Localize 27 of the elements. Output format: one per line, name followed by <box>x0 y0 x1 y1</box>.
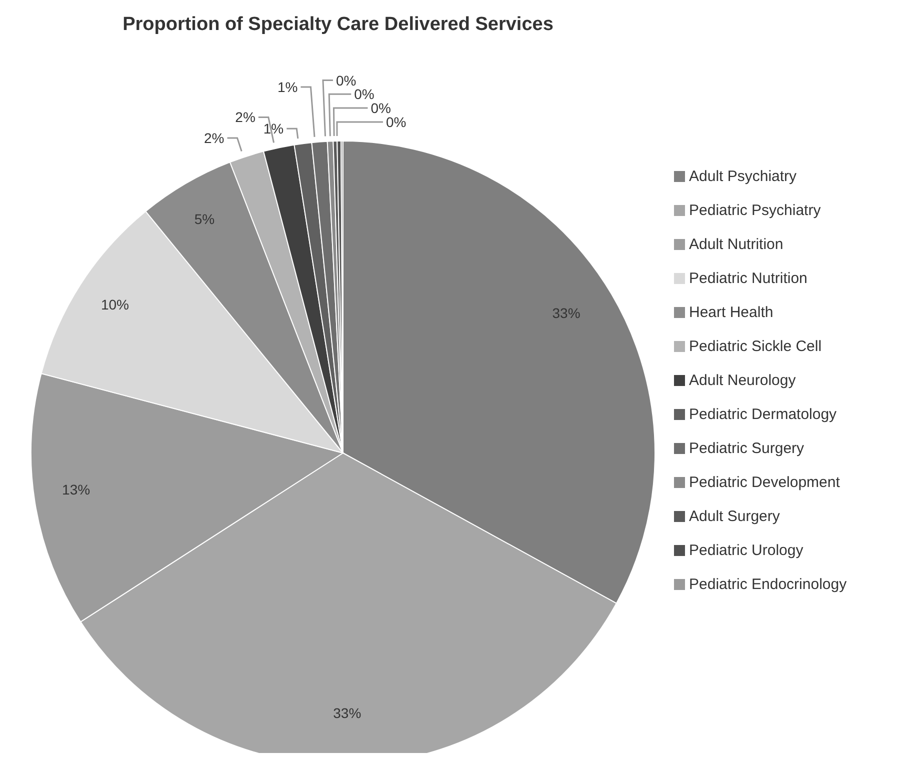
data-label: 2% <box>204 130 224 146</box>
data-label: 13% <box>62 481 90 498</box>
legend-label: Pediatric Psychiatry <box>689 202 821 218</box>
chart-title: Proportion of Specialty Care Delivered Services <box>122 14 554 36</box>
legend-label: Pediatric Urology <box>689 542 804 558</box>
legend-label: Pediatric Sickle Cell <box>689 338 822 354</box>
legend-label: Adult Surgery <box>689 508 780 524</box>
data-label: 0% <box>354 86 374 102</box>
data-label: 2% <box>235 109 256 126</box>
data-label: 0% <box>336 72 356 88</box>
data-label: 10% <box>100 296 129 312</box>
data-label: 1% <box>277 79 298 96</box>
legend-label: Pediatric Nutrition <box>689 270 808 286</box>
legend-label: Adult Psychiatry <box>689 168 797 184</box>
legend-label: Heart Health <box>689 304 774 320</box>
data-label: 1% <box>263 120 284 137</box>
legend-label: Pediatric Endocrinology <box>689 576 847 592</box>
legend-label: Pediatric Development <box>689 474 840 490</box>
data-label: 0% <box>370 100 391 116</box>
legend-label: Adult Nutrition <box>689 236 784 252</box>
data-label: 0% <box>386 114 406 130</box>
data-label: 33% <box>333 705 362 722</box>
legend-label: Pediatric Surgery <box>689 440 804 456</box>
data-label: 5% <box>194 210 215 227</box>
data-label: 33% <box>552 305 580 321</box>
legend-label: Adult Neurology <box>689 372 796 388</box>
legend-label: Pediatric Dermatology <box>689 406 837 422</box>
